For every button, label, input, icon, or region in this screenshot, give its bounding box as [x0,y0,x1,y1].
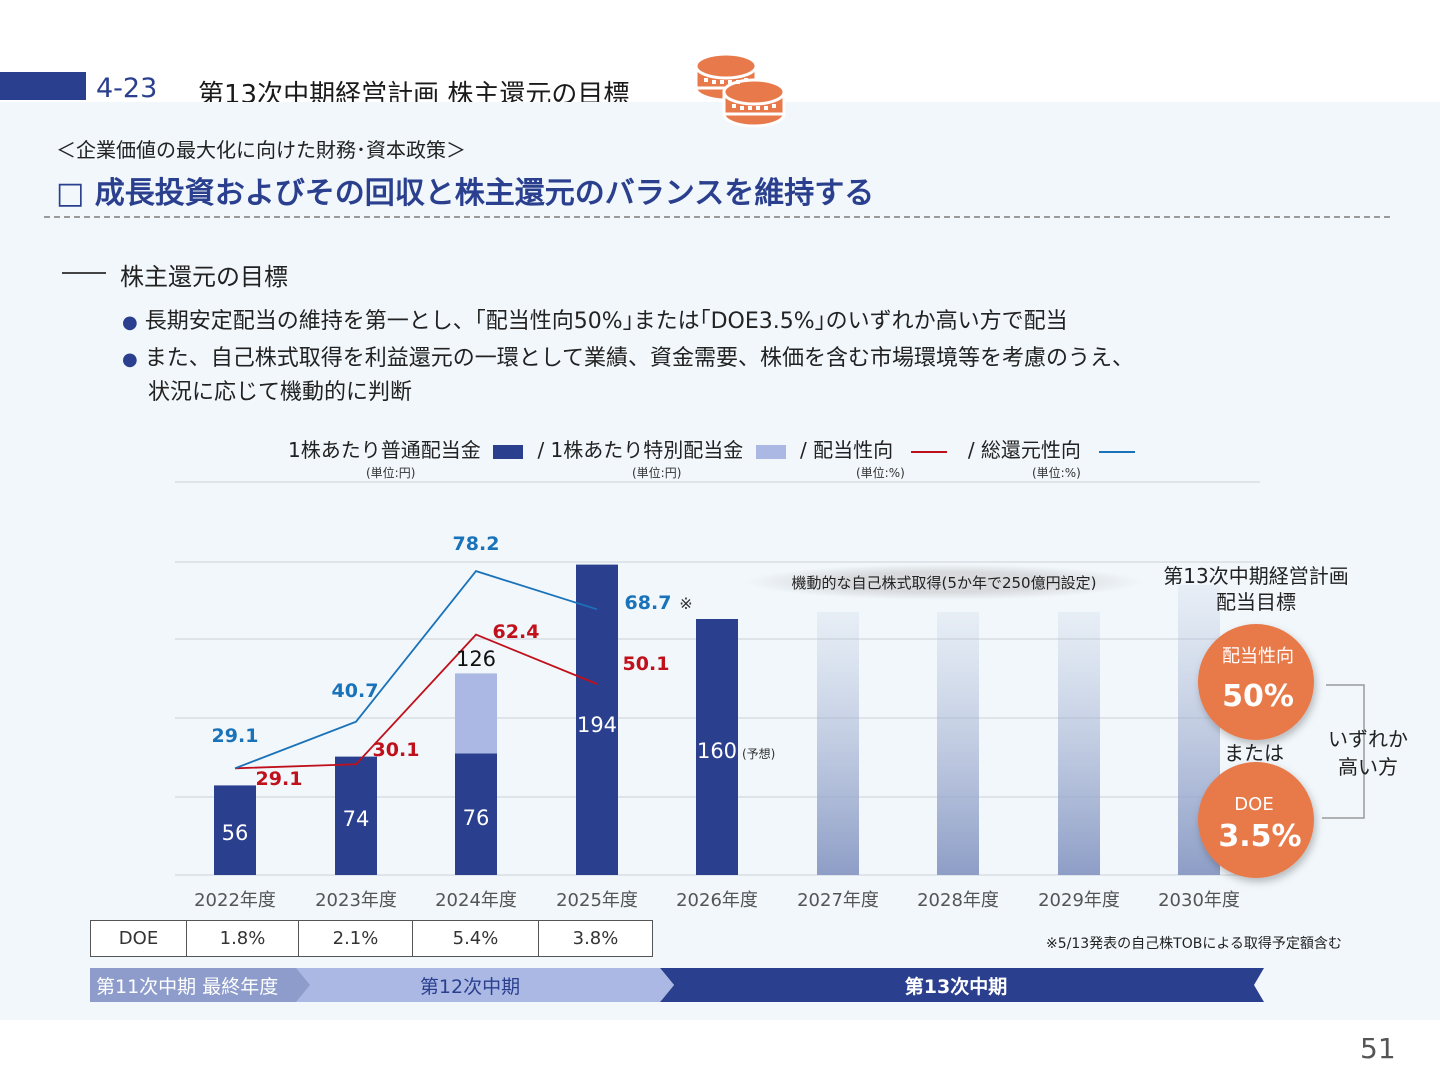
coins-icon [694,52,786,128]
bar-value-label: 194 [577,713,617,737]
total-return-label: 40.7 [332,680,379,702]
x-tick-label: 2028年度 [917,890,999,911]
doe-cell: 1.8% [186,920,299,957]
bar-regular-dividend [696,619,738,875]
bar-total-label: 126 [456,647,496,671]
phase-13-label: 第13次中期 [905,975,1007,998]
x-tick-label: 2024年度 [435,890,517,911]
higher-label: 高い方 [1338,755,1398,779]
chart-legend: 1株あたり普通配当金 / 1株あたり特別配当金 / 配当性向 / 総還元性向 [288,434,1136,463]
footnote: ※5/13発表の自己株TOBによる取得予定額含む [1046,936,1342,952]
bar-regular-dividend [214,785,256,875]
buyback-note: 機動的な自己株式取得(5か年で250億円設定) [792,574,1097,592]
payout-ratio-label: 29.1 [256,768,303,790]
target-doe-label: DOE [1234,794,1273,815]
subsection-rule [62,272,106,274]
target-doe-circle [1198,762,1314,878]
forecast-label: (予想) [742,746,775,761]
phase-12-arrow [284,968,674,1002]
doe-table: DOE 1.8% 2.1% 5.4% 3.8% [90,920,653,957]
section-number: 4-23 [96,73,158,104]
unit-label: (単位:円) [632,466,682,480]
x-tick-label: 2023年度 [315,890,397,911]
phase-11-arrow [90,968,310,1002]
bar-value-label: 74 [343,807,370,831]
unit-label: (単位:%) [1032,466,1081,480]
doe-cell: 3.8% [538,920,653,957]
phase-timeline: 第11次中期 最終年度 第12次中期 第13次中期 [90,968,1264,1002]
section-accent-bar [0,72,86,100]
buyback-note-bg [746,564,1142,600]
total-return-label: 78.2 [453,533,500,555]
legend-total-swatch [1099,450,1136,453]
target-column [937,612,979,875]
bar-value-label: 56 [222,821,249,845]
bar-regular-dividend [576,564,618,875]
target-column [1058,612,1100,875]
x-tick-label: 2027年度 [797,890,879,911]
target-payout-label: 配当性向 [1222,646,1294,667]
subsection-title: 株主還元の目標 [120,263,288,291]
plan-target-title: 配当目標 [1216,590,1296,614]
bar-regular-dividend [455,753,497,875]
target-column [817,612,859,875]
bar-value-label: 76 [463,806,490,830]
x-tick-label: 2029年度 [1038,890,1120,911]
bar-regular-dividend [335,756,377,875]
unit-label: (単位:円) [366,466,416,480]
dashed-divider [44,216,1390,218]
dividend-chart: 56 74 76 126 194 160 (予想) 29.1 40.7 78.2 68.7 ※ 29.1… [175,481,1408,911]
target-doe-value: 3.5% [1218,819,1301,854]
higher-label: いずれか [1328,727,1408,751]
target-or-label: または [1224,741,1284,765]
legend-payout-swatch [911,450,948,453]
total-return-label: 68.7 [625,592,672,614]
x-tick-label: 2022年度 [194,890,276,911]
headline: □ 成長投資およびその回収と株主還元のバランスを維持する [56,176,875,211]
legend-special-label: / 1株あたり特別配当金 [537,438,744,462]
x-tick-label: 2026年度 [676,890,758,911]
plan-target-title: 第13次中期経営計画 [1163,564,1348,588]
bar-special-dividend [455,673,497,754]
bullet-item: ● 長期安定配当の維持を第一とし、｢配当性向50%｣または｢DOE3.5%｣のい… [122,303,1068,335]
doe-cell: 2.1% [298,920,413,957]
bullet-dot-icon: ● [122,349,138,370]
legend-special-swatch [755,444,786,459]
payout-ratio-label: 30.1 [373,739,420,761]
page-number: 51 [1360,1032,1396,1065]
doe-cell: 5.4% [412,920,539,957]
x-tick-label: 2025年度 [556,890,638,911]
bullet-continuation: 状況に応じて機動的に判断 [148,380,413,405]
payout-ratio-line [234,633,598,770]
target-payout-circle [1198,624,1314,740]
legend-payout-label: / 配当性向 [800,438,894,462]
legend-regular-label: 1株あたり普通配当金 [288,438,481,462]
higher-bracket [1322,684,1365,819]
phase-12-label: 第12次中期 [420,976,520,998]
x-tick-label: 2030年度 [1158,890,1240,911]
phase-13-arrow [660,968,1264,1002]
bullet-item: ● また、自己株式取得を利益還元の一環として業績、資金需要、株価を含む市場環境等… [122,340,1134,372]
bullet-text: また、自己株式取得を利益還元の一環として業績、資金需要、株価を含む市場環境等を考… [144,346,1135,371]
bullet-dot-icon: ● [122,312,138,333]
payout-ratio-label: 50.1 [623,653,670,675]
doe-label: DOE [90,920,187,957]
total-return-line [234,570,598,770]
asterisk-mark: ※ [679,594,692,613]
legend-regular-swatch [493,444,524,459]
intro-text: ＜企業価値の最大化に向けた財務･資本政策＞ [56,138,466,162]
bar-value-label: 160 [697,739,737,763]
bullet-text: 長期安定配当の維持を第一とし、｢配当性向50%｣または｢DOE3.5%｣のいずれ… [144,309,1068,334]
unit-label: (単位:%) [856,466,905,480]
legend-total-label: / 総還元性向 [967,438,1081,462]
total-return-label: 29.1 [212,725,259,747]
phase-11-label: 第11次中期 最終年度 [96,976,278,998]
target-payout-value: 50% [1222,679,1294,714]
payout-ratio-label: 62.4 [493,621,540,643]
